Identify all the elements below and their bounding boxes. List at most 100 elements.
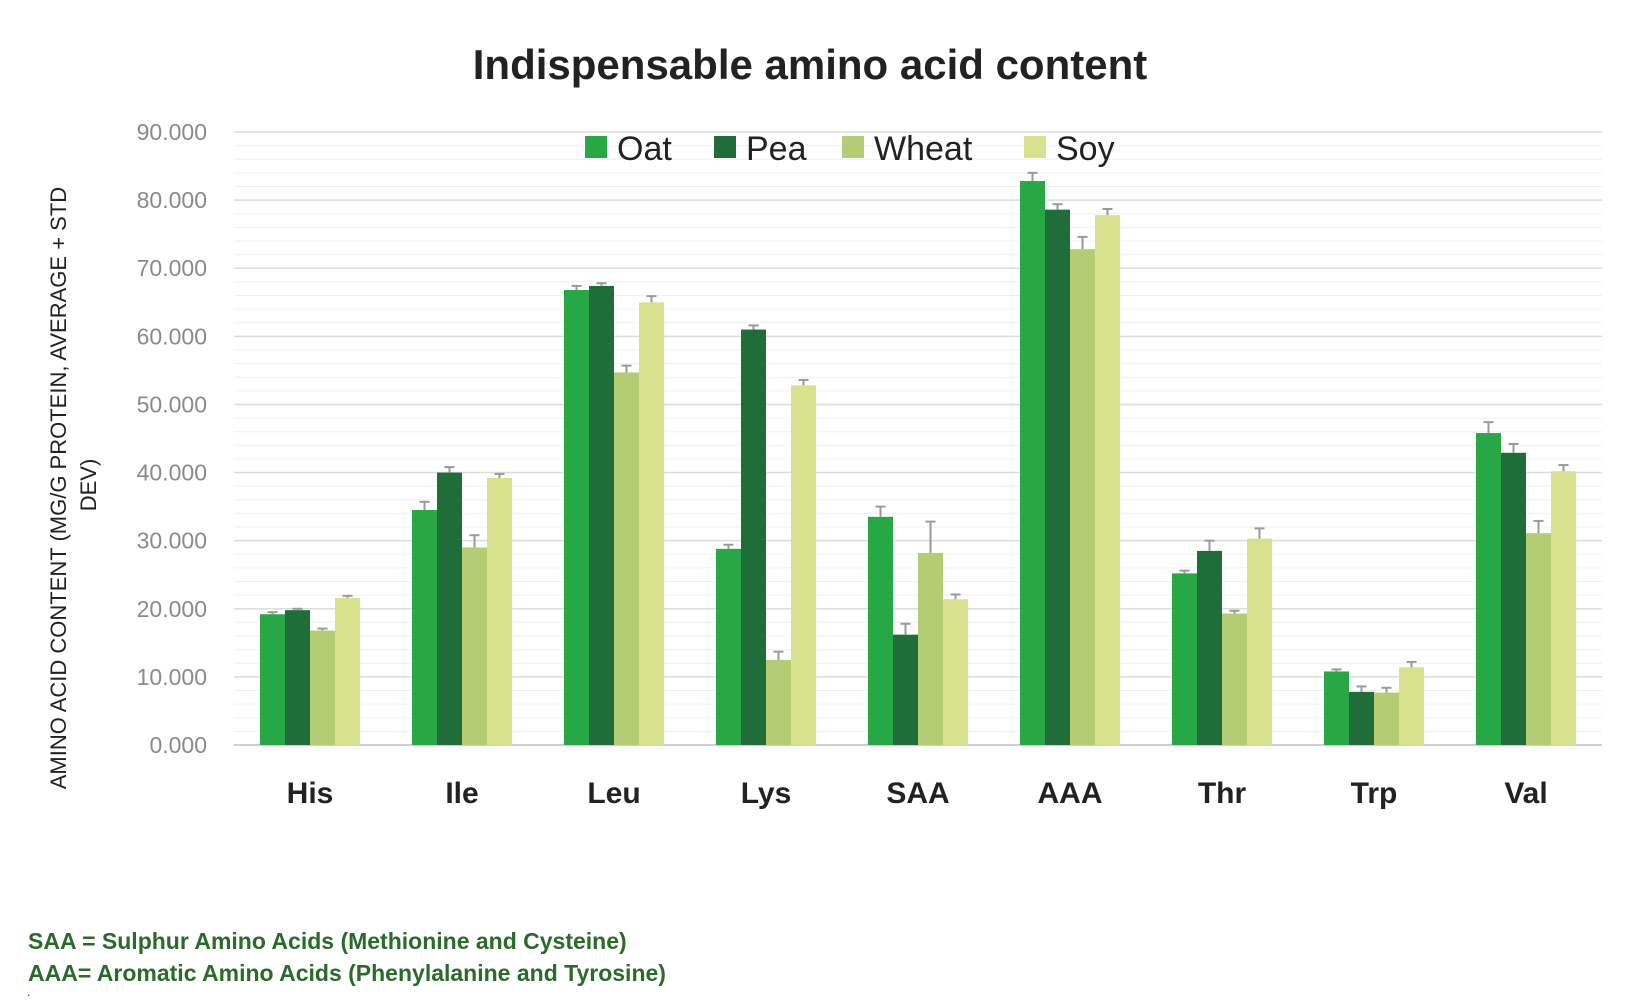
legend-label: Wheat xyxy=(874,130,973,168)
legend-swatch xyxy=(585,136,607,158)
error-bar xyxy=(469,534,480,548)
bar-wheat-val xyxy=(1526,533,1551,745)
error-bar xyxy=(1179,569,1190,574)
bar-oat-leu xyxy=(564,290,589,745)
error-bar xyxy=(950,593,961,600)
y-axis-label-line-1: AMINO ACID CONTENT (MG/G PROTEIN, AVERAG… xyxy=(46,187,71,789)
bar-wheat-aaa xyxy=(1070,249,1095,745)
x-category-label: Thr xyxy=(1198,777,1247,810)
bar-pea-lys xyxy=(741,329,766,745)
bar-oat-ile xyxy=(412,510,437,745)
error-bar xyxy=(1558,464,1569,472)
legend: Oat Pea Wheat Soy xyxy=(585,130,1115,168)
y-axis-ticks: 0.000 10.000 20.000 30.000 40.000 50.000 60.00… xyxy=(137,119,207,758)
x-category-label: Val xyxy=(1504,777,1547,810)
error-bar xyxy=(723,543,734,549)
y-tick-label: 90.000 xyxy=(137,119,207,145)
bar-oat-aaa xyxy=(1020,181,1045,746)
x-category-label: Lys xyxy=(741,777,792,810)
bar-pea-ile xyxy=(437,472,462,745)
error-bar xyxy=(1204,539,1215,551)
error-bar xyxy=(419,500,430,511)
error-bar xyxy=(773,650,784,660)
error-bar xyxy=(494,472,505,479)
x-category-label: His xyxy=(287,777,334,810)
bar-soy-leu xyxy=(639,302,664,745)
bar-soy-aaa xyxy=(1095,215,1120,745)
bar-series xyxy=(260,181,1576,746)
error-bar xyxy=(317,627,328,631)
x-category-label: SAA xyxy=(886,777,949,810)
bar-pea-val xyxy=(1501,452,1526,745)
bar-pea-trp xyxy=(1349,691,1374,745)
error-bar xyxy=(292,607,303,611)
y-tick-label: 30.000 xyxy=(137,528,207,554)
error-bars xyxy=(267,171,1569,693)
y-tick-label: 60.000 xyxy=(137,323,207,349)
error-bar xyxy=(1077,235,1088,250)
error-bar xyxy=(1027,171,1038,182)
y-axis-label: AMINO ACID CONTENT (MG/G PROTEIN, AVERAG… xyxy=(46,181,101,790)
legend-item-pea: Pea xyxy=(714,130,807,168)
bar-pea-leu xyxy=(589,285,614,745)
bar-wheat-trp xyxy=(1374,692,1399,745)
x-axis-categories: His Ile Leu Lys SAA AAA Thr Trp Val xyxy=(287,777,1548,810)
bar-soy-his xyxy=(335,597,360,745)
error-bar xyxy=(1356,685,1367,692)
bar-wheat-lys xyxy=(766,659,791,745)
bar-soy-trp xyxy=(1399,667,1424,745)
y-tick-label: 20.000 xyxy=(137,596,207,622)
bar-oat-val xyxy=(1476,433,1501,745)
error-bar xyxy=(571,284,582,291)
legend-label: Pea xyxy=(746,130,807,168)
error-bar xyxy=(1331,668,1342,672)
bar-wheat-his xyxy=(310,630,335,745)
error-bar xyxy=(875,505,886,517)
error-bar xyxy=(1254,527,1265,539)
legend-swatch xyxy=(714,136,736,158)
legend-swatch xyxy=(842,136,864,158)
bar-soy-lys xyxy=(791,385,816,745)
bar-soy-val xyxy=(1551,471,1576,745)
legend-label: Soy xyxy=(1056,130,1115,168)
bar-oat-thr xyxy=(1172,573,1197,745)
note-aaa: AAA= Aromatic Amino Acids (Phenylalanine… xyxy=(28,960,666,986)
chart-title: Indispensable amino acid content xyxy=(473,41,1147,88)
x-category-label: AAA xyxy=(1038,777,1103,810)
error-bar xyxy=(1381,686,1392,693)
bar-pea-saa xyxy=(893,634,918,745)
bar-soy-ile xyxy=(487,478,512,745)
y-tick-label: 10.000 xyxy=(137,664,207,690)
legend-item-soy: Soy xyxy=(1024,130,1115,168)
x-category-label: Trp xyxy=(1351,777,1398,810)
y-tick-label: 0.000 xyxy=(149,732,207,758)
y-tick-label: 80.000 xyxy=(137,187,207,213)
bar-pea-thr xyxy=(1197,550,1222,745)
error-bar xyxy=(900,622,911,635)
legend-item-oat: Oat xyxy=(585,130,672,168)
error-bar xyxy=(267,611,278,615)
error-bar xyxy=(798,378,809,386)
bar-soy-saa xyxy=(943,599,968,745)
error-bar xyxy=(596,282,607,286)
error-bar xyxy=(1508,442,1519,453)
bar-wheat-saa xyxy=(918,552,943,745)
x-category-label: Ile xyxy=(445,777,478,810)
bar-oat-saa xyxy=(868,516,893,745)
bar-oat-his xyxy=(260,614,285,745)
error-bar xyxy=(1229,609,1240,614)
error-bar xyxy=(646,295,657,303)
y-tick-label: 40.000 xyxy=(137,460,207,486)
x-category-label: Leu xyxy=(587,777,640,810)
error-bar xyxy=(1406,660,1417,668)
error-bar xyxy=(1483,421,1494,434)
error-bar xyxy=(1052,203,1063,210)
bar-soy-thr xyxy=(1247,538,1272,745)
y-axis-label-line-2: DEV) xyxy=(76,459,101,512)
error-bar xyxy=(342,594,353,598)
bar-pea-aaa xyxy=(1045,209,1070,745)
error-bar xyxy=(1533,519,1544,534)
bar-pea-his xyxy=(285,610,310,745)
bar-wheat-thr xyxy=(1222,613,1247,745)
